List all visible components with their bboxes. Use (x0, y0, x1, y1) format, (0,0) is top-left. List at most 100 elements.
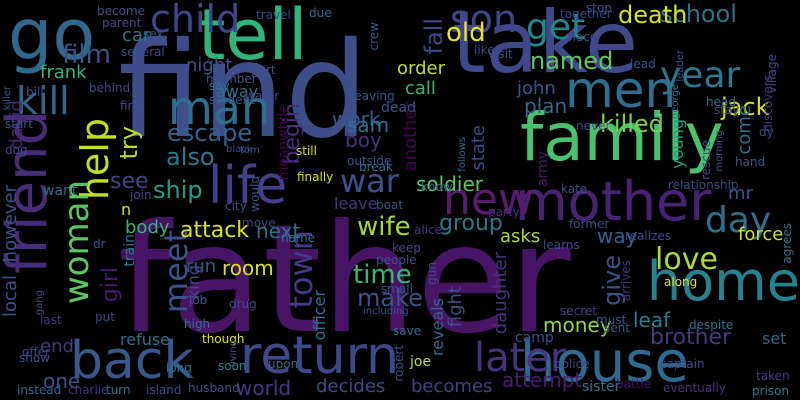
word-school: school (660, 0, 737, 28)
word-follows: follows (457, 137, 468, 172)
word-party: party (488, 205, 520, 219)
word-visit: visit (488, 47, 513, 61)
word-job: job (189, 293, 208, 307)
word-parent: parent (102, 16, 142, 30)
word-killer: killer (2, 86, 13, 111)
word-try: try (115, 126, 143, 160)
word-robert: robert (392, 345, 406, 382)
word-place: place (565, 30, 598, 44)
word-joe: joe (410, 354, 432, 370)
word-instead: instead (17, 383, 62, 397)
word-like: like (474, 43, 495, 57)
word-boat: boat (376, 198, 404, 212)
word-car: car (122, 25, 151, 46)
word-n: n (121, 200, 132, 219)
word-member: member (206, 72, 257, 86)
word-brother: brother (650, 325, 732, 350)
word-group: group (439, 211, 503, 236)
word-high: high (184, 317, 211, 331)
word-however: however (0, 185, 21, 263)
word-mr: mr (728, 183, 753, 204)
word-decides: decides (316, 376, 386, 397)
word-room: room (222, 256, 274, 280)
word-find: find (118, 14, 369, 168)
word-later: later (474, 335, 567, 381)
word-love: love (655, 242, 718, 277)
word-due: due (309, 6, 332, 20)
word-want: want (43, 183, 78, 199)
word-learns: learns (543, 238, 580, 252)
word-show: show (19, 351, 51, 365)
word-run: run (186, 256, 217, 277)
word-night: night (186, 55, 233, 76)
word-escape: escape (167, 119, 253, 147)
word-old: old (446, 18, 486, 48)
word-must: must (596, 313, 627, 327)
word-secret: secret (560, 304, 597, 318)
word-away: away (216, 82, 259, 101)
word-man: man (168, 81, 271, 135)
word-work: work (332, 107, 381, 131)
word-day: day (705, 200, 772, 241)
word-black: black (226, 144, 253, 155)
word-lead: lead (630, 57, 656, 71)
word-officer: officer (310, 290, 329, 341)
word-battle: battle (616, 377, 652, 391)
word-eventually: eventually (663, 381, 726, 395)
word-along: along (664, 275, 698, 289)
word-mother: mother (515, 170, 712, 233)
word-start: start (5, 117, 33, 131)
word-police: police (554, 357, 590, 371)
word-never: never (576, 119, 611, 133)
word-take: take (452, 0, 639, 93)
word-asks: asks (500, 226, 541, 247)
word-refuse: refuse (120, 330, 171, 349)
word-boy: boy (345, 128, 382, 152)
word-drug: drug (229, 297, 257, 311)
word-dead: dead (381, 100, 416, 116)
word-home: home (646, 250, 800, 313)
word-join: join (130, 188, 152, 202)
word-keep: keep (392, 241, 421, 255)
word-gang: gang (34, 290, 45, 316)
word-bill: bill (26, 85, 44, 99)
word-realizes: realizes (625, 229, 672, 243)
word-living: living (228, 340, 239, 367)
word-stop: stop (586, 1, 612, 15)
word-fire: fire (120, 99, 140, 113)
word-despite: despite (689, 318, 734, 332)
word-student: student (209, 93, 255, 107)
word-frank: frank (40, 62, 87, 83)
word-wife: wife (357, 212, 411, 242)
word-offer: offer (22, 345, 50, 359)
word-state: state (468, 125, 489, 171)
word-year: year (660, 55, 741, 96)
word-sex: sex (143, 27, 164, 41)
word-island: island (146, 383, 182, 397)
word-life: life (208, 156, 288, 216)
word-becomes: becomes (411, 376, 493, 397)
word-plan: plan (524, 94, 568, 118)
word-leaving: leaving (351, 89, 395, 103)
word-dr: dr (93, 237, 106, 251)
word-fight: fight (445, 286, 466, 328)
word-john: john (517, 78, 556, 99)
word-would: would (248, 176, 262, 212)
word-body: body (125, 217, 170, 238)
word-film: film (62, 40, 111, 70)
word-city: city (225, 199, 247, 213)
word-know: know (421, 180, 453, 194)
word-make: make (357, 284, 423, 312)
word-put: put (95, 310, 115, 324)
word-child: child (150, 0, 241, 41)
word-husband: husband (188, 381, 240, 395)
word-force: force (738, 224, 784, 245)
word-new: new (443, 174, 534, 225)
word-next: next (256, 219, 301, 243)
word-behind: behind (89, 81, 131, 95)
word-outside: outside (347, 154, 392, 168)
word-reveals: reveals (428, 298, 447, 356)
word-back: back (70, 331, 194, 391)
word-leave: leave (334, 194, 378, 213)
word-charlie: charlie (68, 383, 109, 397)
